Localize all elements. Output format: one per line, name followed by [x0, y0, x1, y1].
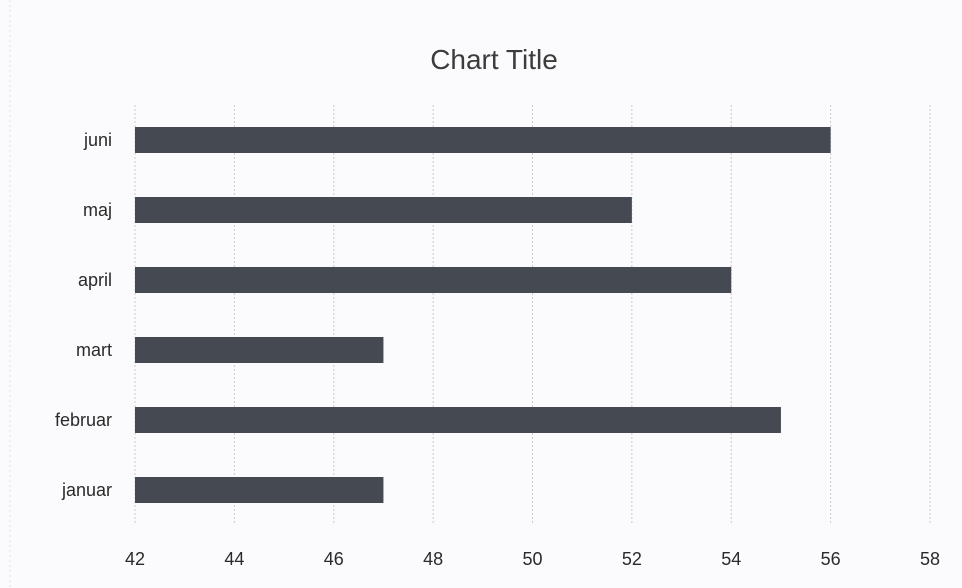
chart-title: Chart Title — [430, 44, 558, 75]
category-label: april — [78, 270, 112, 290]
x-tick-label: 52 — [622, 549, 642, 569]
x-tick-label: 42 — [125, 549, 145, 569]
gridlines — [134, 105, 931, 525]
category-label: juni — [83, 130, 112, 150]
bars — [135, 127, 831, 503]
x-tick-label: 58 — [920, 549, 940, 569]
category-label: mart — [76, 340, 112, 360]
category-label: februar — [55, 410, 112, 430]
bar-februar — [135, 407, 781, 433]
bar-januar — [135, 477, 384, 503]
x-tick-label: 50 — [522, 549, 542, 569]
x-tick-label: 46 — [324, 549, 344, 569]
x-tick-label: 44 — [224, 549, 244, 569]
bar-april — [135, 267, 732, 293]
x-tick-labels: 42 44 46 48 50 52 54 56 58 — [125, 549, 940, 569]
category-label: maj — [83, 200, 112, 220]
x-tick-label: 48 — [423, 549, 443, 569]
bar-juni — [135, 127, 831, 153]
bar-maj — [135, 197, 632, 223]
category-labels: januar februar mart april maj juni — [55, 130, 112, 500]
x-tick-label: 56 — [821, 549, 841, 569]
bar-mart — [135, 337, 384, 363]
x-tick-label: 54 — [721, 549, 741, 569]
category-label: januar — [61, 480, 112, 500]
